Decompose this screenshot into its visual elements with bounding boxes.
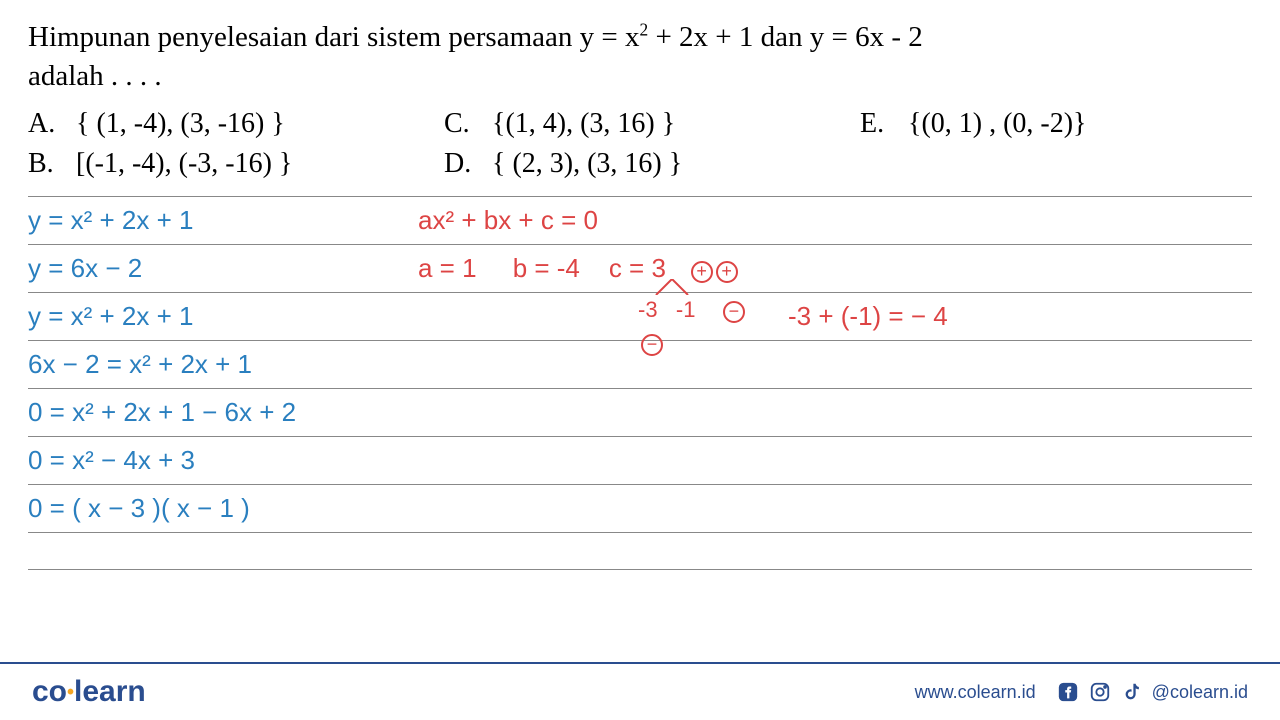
instagram-icon bbox=[1088, 680, 1112, 704]
option-label: E. bbox=[860, 108, 890, 140]
option-b: B. [(-1, -4), (-3, -16) } bbox=[28, 148, 428, 180]
footer-url: www.colearn.id bbox=[915, 682, 1036, 703]
option-d: D. { (2, 3), (3, 16) } bbox=[444, 148, 844, 180]
question-text: Himpunan penyelesaian dari sistem persam… bbox=[28, 18, 1252, 96]
q-line1-prefix: Himpunan penyelesaian dari sistem persam… bbox=[28, 21, 639, 53]
footer-bar: co•learn www.colearn.id @colearn.id bbox=[0, 662, 1280, 720]
work-red-coeffs: a = 1 b = -4 c = 3 ++ -3 -1 bbox=[418, 249, 768, 288]
red-b: b = -4 bbox=[513, 253, 580, 283]
option-text: { (1, -4), (3, -16) } bbox=[76, 108, 285, 140]
q-line1-sup: 2 bbox=[639, 19, 648, 39]
work-line-4: 6x − 2 = x² + 2x + 1 bbox=[28, 345, 418, 384]
work-line-7: 0 = ( x − 3 )( x − 1 ) bbox=[28, 489, 418, 528]
work-line-3: y = x² + 2x + 1 bbox=[28, 297, 418, 336]
option-label: D. bbox=[444, 148, 474, 180]
option-e: E. {(0, 1) , (0, -2)} bbox=[860, 108, 1260, 140]
logo-co: co bbox=[32, 675, 67, 708]
facebook-icon bbox=[1056, 680, 1080, 704]
logo-learn: learn bbox=[74, 675, 146, 708]
footer-right: www.colearn.id @colearn.id bbox=[915, 680, 1248, 704]
tiktok-icon bbox=[1120, 680, 1144, 704]
option-text: {(1, 4), (3, 16) } bbox=[492, 108, 675, 140]
work-line-6: 0 = x² − 4x + 3 bbox=[28, 441, 418, 480]
logo-dot-icon: • bbox=[67, 682, 74, 704]
social-icons: @colearn.id bbox=[1056, 680, 1248, 704]
work-line-5: 0 = x² + 2x + 1 − 6x + 2 bbox=[28, 393, 296, 432]
option-label: C. bbox=[444, 108, 474, 140]
option-c: C. {(1, 4), (3, 16) } bbox=[444, 108, 844, 140]
handwriting-work: y = x² + 2x + 1 ax² + bx + c = 0 y = 6x … bbox=[28, 201, 1252, 570]
work-line-1: y = x² + 2x + 1 bbox=[28, 201, 418, 240]
work-red-sum: -3 + (-1) = − 4 bbox=[768, 297, 1252, 336]
footer-handle: @colearn.id bbox=[1152, 682, 1248, 703]
option-label: A. bbox=[28, 108, 58, 140]
option-a: A. { (1, -4), (3, -16) } bbox=[28, 108, 428, 140]
red-a: a = 1 bbox=[418, 253, 477, 283]
q-line1-suffix: + 2x + 1 dan y = 6x - 2 bbox=[648, 21, 923, 53]
option-text: {(0, 1) , (0, -2)} bbox=[908, 108, 1087, 140]
q-line2: adalah . . . . bbox=[28, 60, 162, 92]
brand-logo: co•learn bbox=[32, 675, 146, 709]
option-text: { (2, 3), (3, 16) } bbox=[492, 148, 682, 180]
option-label: B. bbox=[28, 148, 58, 180]
work-line-2: y = 6x − 2 bbox=[28, 249, 418, 288]
work-red-eq: ax² + bx + c = 0 bbox=[418, 201, 768, 240]
option-text: [(-1, -4), (-3, -16) } bbox=[76, 148, 292, 180]
options-grid: A. { (1, -4), (3, -16) } C. {(1, 4), (3,… bbox=[28, 108, 1252, 180]
